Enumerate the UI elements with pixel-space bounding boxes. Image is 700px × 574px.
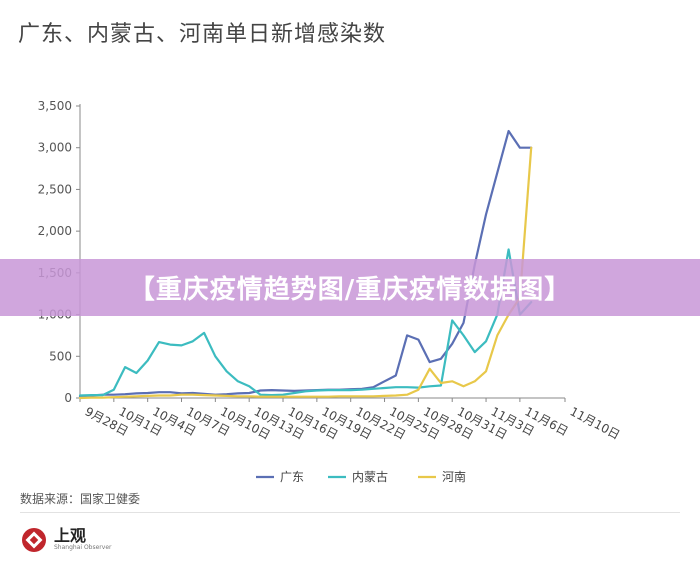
line-chart: 05001,0001,5002,0002,5003,0003,5009月28日1… [38,99,623,484]
logo-subtitle: Shanghai Observer [54,544,112,551]
shanghai-observer-logo-icon [22,528,46,552]
y-tick-label: 500 [49,349,72,363]
series-lines [78,129,533,400]
legend: 广东 内蒙古 河南 [256,469,466,484]
series-line [78,248,533,397]
y-tick-label: 2,000 [38,224,72,238]
banner-text: 【重庆疫情趋势图/重庆疫情数据图】 [128,275,572,305]
footer-divider [20,512,680,513]
y-tick-label: 0 [64,391,72,405]
y-tick-label: 3,500 [38,99,72,113]
series-line [78,146,533,400]
y-tick-label: 2,500 [38,182,72,196]
y-tick-label: 3,000 [38,141,72,155]
legend-label: 内蒙古 [352,469,388,484]
legend-label: 河南 [442,469,466,484]
x-tick-label: 11月10日 [568,404,623,442]
publisher-logo: 上观 Shanghai Observer [20,526,111,554]
logo-name: 上观 [54,526,87,545]
chart-title: 广东、内蒙古、河南单日新增感染数 [18,22,387,47]
legend-label: 广东 [280,470,304,484]
data-source-note: 数据来源：国家卫健委 [20,492,141,506]
promo-banner: 【重庆疫情趋势图/重庆疫情数据图】 [0,259,700,316]
